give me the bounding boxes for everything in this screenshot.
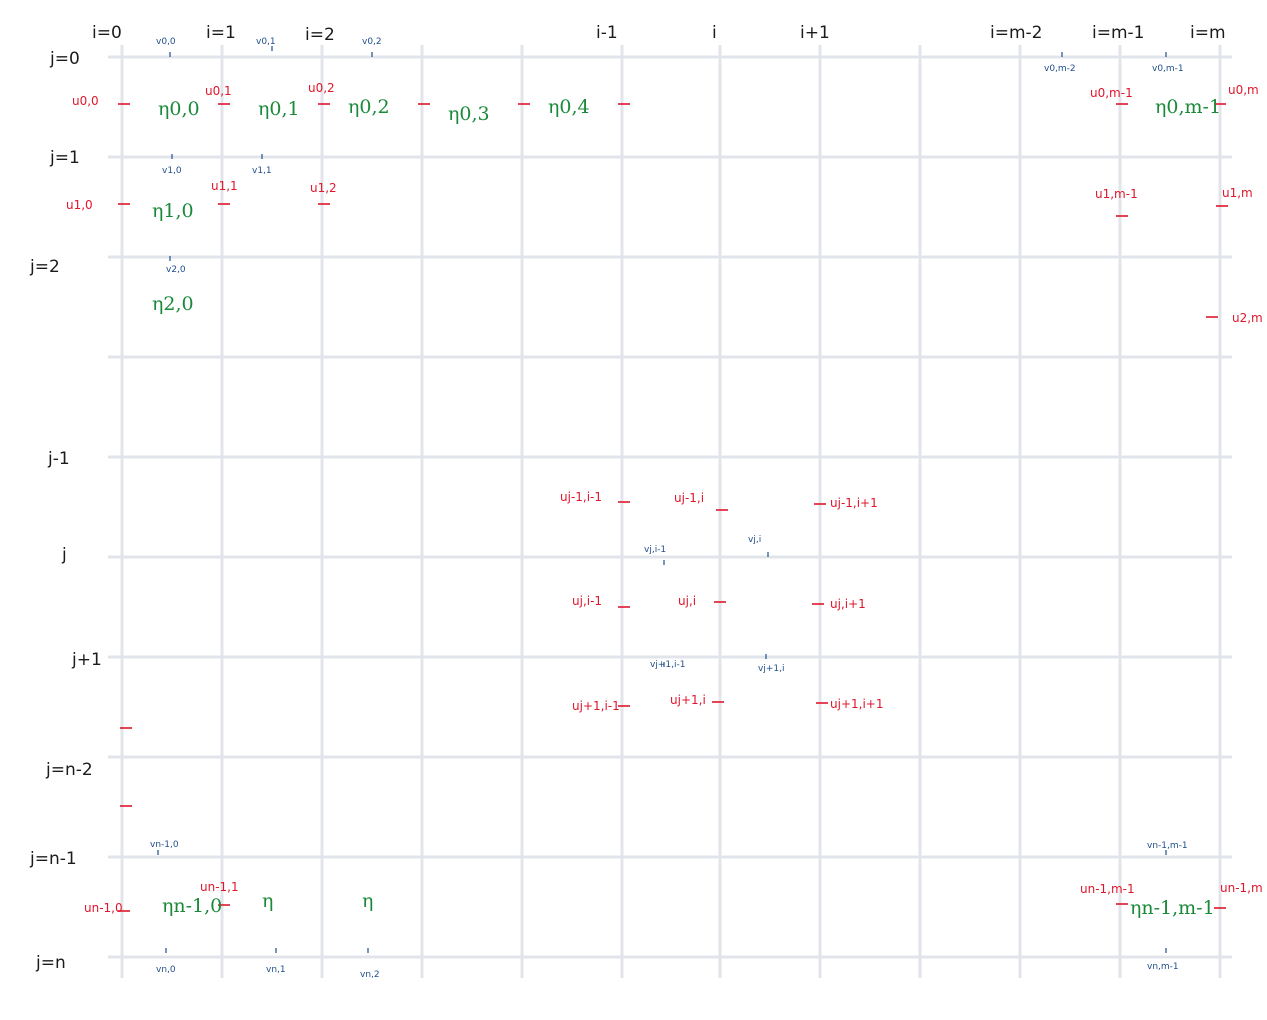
eta-depth-label: η0,4	[548, 96, 590, 118]
row-label: j=2	[29, 257, 60, 277]
v-velocity-label: v0,2	[362, 37, 382, 47]
v-velocity-label: vj,i	[748, 535, 761, 545]
v-velocity-label: v1,0	[162, 166, 182, 176]
v-velocity-label: v0,1	[256, 37, 276, 47]
v-velocity-label: v0,m-2	[1044, 64, 1076, 74]
u-velocity-label: u0,m-1	[1090, 86, 1133, 100]
u-velocity-label: uj-1,i-1	[560, 490, 602, 504]
u-velocity-label: uj+1,i+1	[830, 697, 883, 711]
v-velocity-label: v2,0	[166, 265, 186, 275]
row-label: j=0	[49, 49, 80, 69]
v-velocity-label: vj+1,i-1	[650, 660, 685, 670]
eta-depth-label: ηn-1,m-1	[1130, 897, 1215, 919]
v-velocity-label: v0,0	[156, 37, 176, 47]
row-label: j	[61, 545, 67, 565]
u-velocity-label: uj-1,i+1	[830, 496, 878, 510]
u-velocity-label: u0,0	[72, 94, 99, 108]
u-velocity-label: uj+1,i-1	[572, 699, 620, 713]
eta-depth-label: η0,3	[448, 103, 490, 125]
u-velocity-label: u1,2	[310, 181, 337, 195]
eta-depth-label: η2,0	[152, 293, 194, 315]
eta-depth-label: η1,0	[152, 200, 194, 222]
v-velocity-label: vn,m-1	[1147, 962, 1179, 972]
u-velocity-label: u2,m	[1232, 311, 1263, 325]
grid-lines	[108, 45, 1232, 978]
column-label: i=m-2	[990, 23, 1042, 43]
eta-depth-label: η	[362, 890, 373, 912]
v-velocity-label: vj+1,i	[758, 664, 784, 674]
u-velocity-label: u1,m-1	[1095, 187, 1138, 201]
u-velocity-label: u1,m	[1222, 186, 1253, 200]
v-node-ticks	[157, 46, 1167, 953]
u-velocity-label: un-1,1	[200, 880, 239, 894]
u-velocity-label: uj,i-1	[572, 594, 602, 608]
column-label: i=m	[1190, 23, 1226, 43]
row-label: j=n-2	[45, 760, 93, 780]
column-label: i=1	[206, 23, 236, 43]
eta-depth-label: η0,2	[348, 96, 390, 118]
u-velocity-label: u0,1	[205, 84, 232, 98]
u-velocity-label: u0,m	[1228, 83, 1259, 97]
v-velocity-label: v1,1	[252, 166, 272, 176]
row-label: j=n-1	[29, 849, 77, 869]
u-velocity-label: uj,i+1	[830, 597, 866, 611]
eta-depth-label: η0,1	[258, 98, 300, 120]
eta-depth-label: η0,0	[158, 98, 200, 120]
u-velocity-label: u0,2	[308, 81, 335, 95]
v-velocity-label: v0,m-1	[1152, 64, 1184, 74]
v-velocity-label: vj,i-1	[644, 545, 666, 555]
column-label: i-1	[596, 23, 618, 43]
column-label: i=2	[305, 25, 335, 45]
v-velocity-label: vn,1	[266, 965, 286, 975]
column-label: i+1	[800, 23, 830, 43]
column-label: i=m-1	[1092, 23, 1144, 43]
u-velocity-label: uj-1,i	[674, 491, 704, 505]
u-velocity-label: un-1,m	[1220, 881, 1263, 895]
eta-depth-label: ηn-1,0	[162, 895, 222, 917]
v-velocity-label: vn,2	[360, 970, 380, 980]
v-velocity-label: vn-1,0	[150, 840, 179, 850]
row-label: j=n	[35, 953, 66, 973]
u-node-dashes	[118, 103, 1228, 912]
eta-depth-label: η	[262, 890, 273, 912]
row-label: j+1	[71, 650, 102, 670]
u-velocity-label: u1,1	[211, 179, 238, 193]
u-velocity-label: uj,i	[678, 594, 696, 608]
column-label: i=0	[92, 23, 122, 43]
u-velocity-label: un-1,m-1	[1080, 882, 1135, 896]
v-velocity-label: vn-1,m-1	[1147, 841, 1188, 851]
u-velocity-label: u1,0	[66, 198, 93, 212]
eta-depth-label: η0,m-1	[1155, 96, 1221, 118]
u-velocity-label: un-1,0	[84, 901, 123, 915]
column-label: i	[712, 23, 717, 43]
u-velocity-label: uj+1,i	[670, 693, 706, 707]
grid-labels: i=0 i=1 i=2 i-1 i i+1 i=m-2 i=m-1 i=m j=0 j=1 j=2 j-…	[29, 23, 1263, 980]
row-label: j-1	[47, 449, 70, 469]
row-label: j=1	[49, 148, 80, 168]
v-velocity-label: vn,0	[156, 965, 176, 975]
